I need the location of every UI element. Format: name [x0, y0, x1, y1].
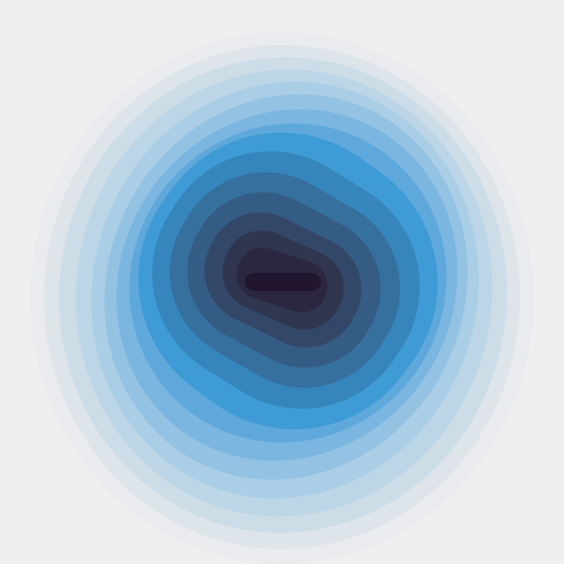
- contour-bands: [30, 31, 534, 564]
- core-capsule: [245, 273, 321, 291]
